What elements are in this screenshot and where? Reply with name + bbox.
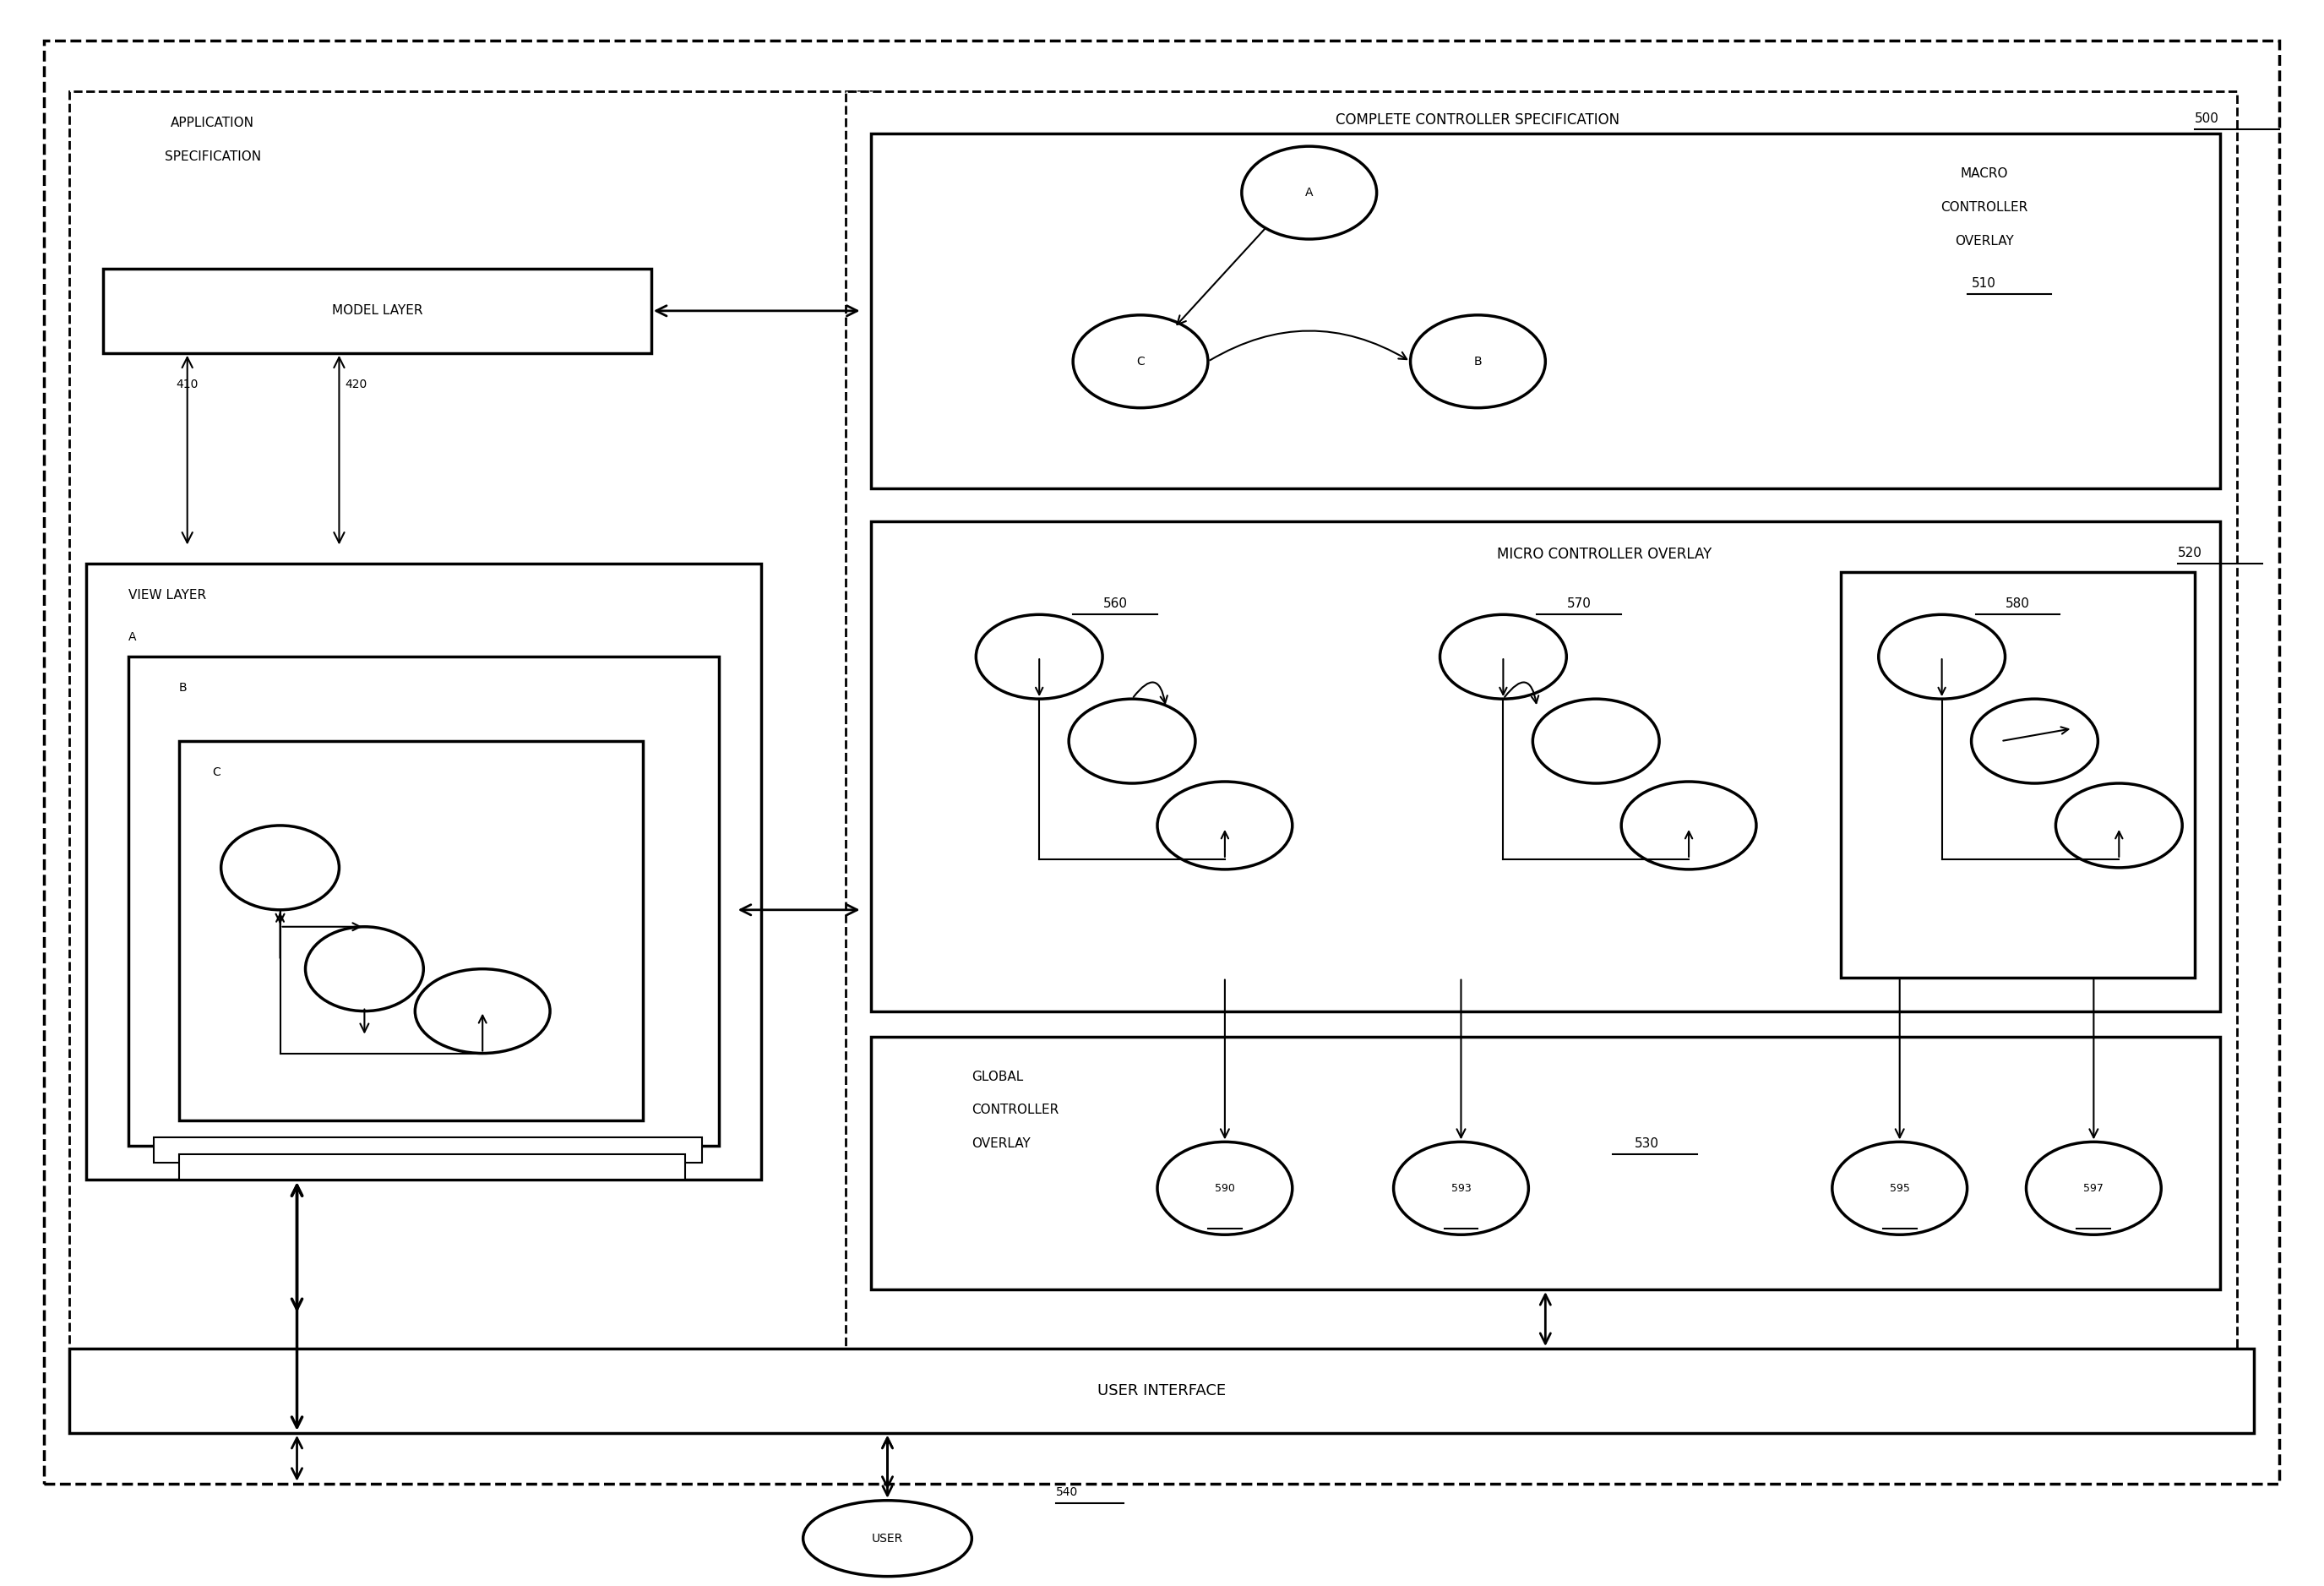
Bar — [153, 1137, 702, 1163]
Text: 540: 540 — [1055, 1486, 1078, 1497]
Text: CONTROLLER: CONTROLLER — [1941, 201, 2027, 214]
Text: 597: 597 — [2085, 1183, 2103, 1194]
Text: USER: USER — [872, 1532, 904, 1545]
Bar — [895, 573, 1334, 977]
Text: 530: 530 — [1634, 1137, 1659, 1150]
Text: 410: 410 — [177, 379, 198, 390]
Text: OVERLAY: OVERLAY — [1954, 235, 2013, 247]
Ellipse shape — [1622, 782, 1757, 869]
Text: MODEL LAYER: MODEL LAYER — [332, 305, 423, 317]
Text: B: B — [1473, 355, 1483, 368]
Bar — [70, 92, 872, 1373]
Text: C: C — [211, 766, 221, 779]
Bar — [70, 1348, 2254, 1434]
Text: COMPLETE CONTROLLER SPECIFICATION: COMPLETE CONTROLLER SPECIFICATION — [1336, 113, 1620, 128]
Bar — [1360, 573, 1799, 977]
Text: CONTROLLER: CONTROLLER — [971, 1104, 1060, 1117]
Text: 590: 590 — [1215, 1183, 1234, 1194]
Ellipse shape — [416, 969, 551, 1053]
Ellipse shape — [2057, 783, 2182, 868]
Text: APPLICATION: APPLICATION — [170, 117, 253, 130]
Ellipse shape — [1241, 146, 1376, 239]
Bar — [872, 522, 2219, 1012]
Bar — [1841, 573, 2194, 977]
Bar — [179, 741, 644, 1121]
Bar — [846, 92, 2238, 1373]
Text: 595: 595 — [1889, 1183, 1910, 1194]
Text: SPECIFICATION: SPECIFICATION — [165, 151, 260, 163]
Text: 500: 500 — [2194, 113, 2219, 125]
Text: B: B — [179, 682, 186, 695]
Text: 560: 560 — [1104, 598, 1127, 611]
Bar — [179, 1155, 686, 1180]
Text: MICRO CONTROLLER OVERLAY: MICRO CONTROLLER OVERLAY — [1497, 547, 1713, 563]
Ellipse shape — [2027, 1142, 2161, 1234]
Ellipse shape — [1074, 316, 1208, 408]
Ellipse shape — [1534, 699, 1659, 783]
Text: 570: 570 — [1566, 598, 1592, 611]
Text: OVERLAY: OVERLAY — [971, 1137, 1032, 1150]
Ellipse shape — [976, 614, 1102, 699]
Text: USER INTERFACE: USER INTERFACE — [1097, 1383, 1225, 1399]
Ellipse shape — [1831, 1142, 1966, 1234]
Text: A: A — [1306, 187, 1313, 198]
Text: 520: 520 — [2178, 547, 2203, 560]
Ellipse shape — [1157, 782, 1292, 869]
Text: MACRO: MACRO — [1959, 168, 2008, 181]
Bar — [102, 268, 651, 354]
Ellipse shape — [1394, 1142, 1529, 1234]
Ellipse shape — [1069, 699, 1195, 783]
Ellipse shape — [804, 1500, 971, 1576]
Bar — [128, 657, 718, 1147]
Bar — [872, 1036, 2219, 1289]
Ellipse shape — [221, 825, 339, 910]
Ellipse shape — [1411, 316, 1545, 408]
Ellipse shape — [1441, 614, 1566, 699]
Bar — [872, 133, 2219, 488]
Text: C: C — [1136, 355, 1146, 368]
Text: 420: 420 — [344, 379, 367, 390]
Text: 510: 510 — [1971, 278, 1996, 290]
Ellipse shape — [304, 926, 423, 1012]
Ellipse shape — [1878, 614, 2006, 699]
Text: GLOBAL: GLOBAL — [971, 1071, 1023, 1083]
Text: 593: 593 — [1450, 1183, 1471, 1194]
Bar — [86, 565, 760, 1180]
Text: VIEW LAYER: VIEW LAYER — [128, 590, 207, 603]
Ellipse shape — [1157, 1142, 1292, 1234]
Text: 580: 580 — [2006, 598, 2029, 611]
Ellipse shape — [1971, 699, 2099, 783]
Text: A: A — [128, 631, 137, 644]
